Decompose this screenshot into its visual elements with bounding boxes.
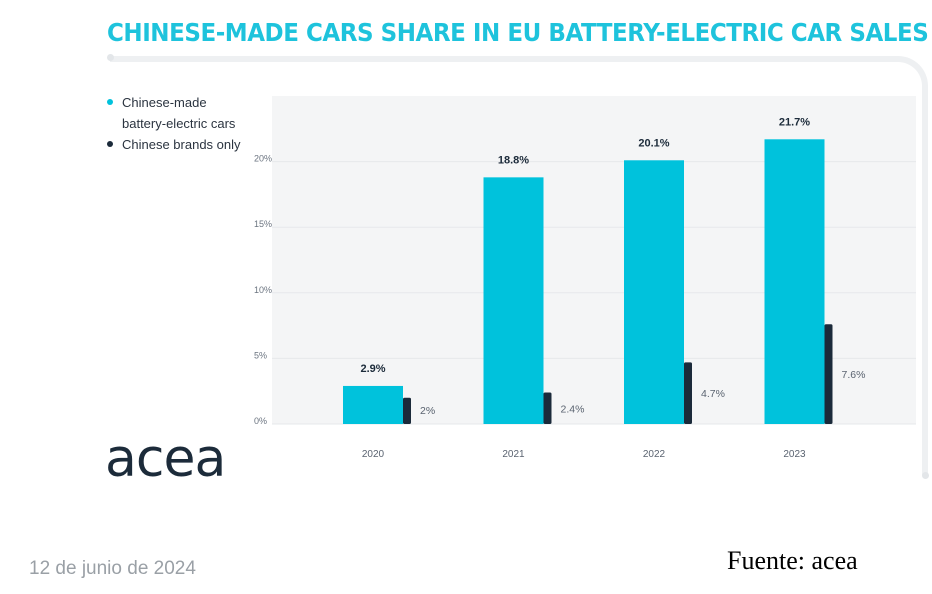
data-label-chinese-brands: 4.7% xyxy=(701,388,725,400)
legend-item-chinese-brands: Chinese brands only xyxy=(107,134,242,155)
bar-chinese-made xyxy=(343,385,403,424)
x-tick-label: 2021 xyxy=(502,449,525,460)
footer-source: Fuente: acea xyxy=(727,546,858,575)
bar-chinese-brands xyxy=(543,392,552,424)
y-axis: 0% 5% 10% 15% 20% xyxy=(254,154,272,426)
legend-label: Chinese brands only xyxy=(122,137,241,152)
x-tick-label: 2022 xyxy=(643,449,666,460)
frame-dot-left xyxy=(107,54,114,61)
data-label-chinese-brands: 2% xyxy=(420,405,435,417)
bar-chinese-made xyxy=(624,160,684,424)
bar-chinese-brands xyxy=(403,397,411,424)
data-label-chinese-made: 20.1% xyxy=(638,137,669,149)
data-label-chinese-brands: 2.4% xyxy=(561,403,585,415)
frame-dot-right xyxy=(922,472,929,479)
x-axis: 2020 2021 2022 2023 xyxy=(362,449,806,460)
footer-date: 12 de junio de 2024 xyxy=(29,558,196,579)
chart-legend: Chinese-made battery-electric cars Chine… xyxy=(107,92,242,155)
chart-title: CHINESE-MADE CARS SHARE IN EU BATTERY-EL… xyxy=(107,18,929,47)
x-tick-label: 2023 xyxy=(783,449,806,460)
data-label-chinese-made: 2.9% xyxy=(360,363,385,375)
y-tick-label: 15% xyxy=(254,219,272,229)
y-tick-label: 5% xyxy=(254,350,267,360)
bar-chinese-made xyxy=(764,139,825,424)
logo-text: acea xyxy=(105,430,225,482)
data-label-chinese-brands: 7.6% xyxy=(842,369,866,381)
legend-label: Chinese-made battery-electric cars xyxy=(122,95,236,131)
chart-frame xyxy=(110,56,928,476)
y-tick-label: 20% xyxy=(254,154,272,164)
y-tick-label: 10% xyxy=(254,285,272,295)
data-label-chinese-made: 21.7% xyxy=(779,116,810,128)
bars: 2.9% 2% 18.8% 2.4% 20.1% 4.7% 21.7% 7.6% xyxy=(343,116,865,424)
y-tick-label: 0% xyxy=(254,416,267,426)
legend-item-chinese-made: Chinese-made battery-electric cars xyxy=(107,92,242,134)
bar-chinese-made xyxy=(483,177,544,424)
x-tick-label: 2020 xyxy=(362,449,385,460)
bar-chinese-brands xyxy=(824,324,833,424)
data-label-chinese-made: 18.8% xyxy=(498,154,529,166)
legend-swatch-navy xyxy=(107,141,113,147)
legend-swatch-cyan xyxy=(107,99,113,105)
acea-logo: acea xyxy=(105,430,226,482)
bar-chinese-brands xyxy=(684,362,692,424)
